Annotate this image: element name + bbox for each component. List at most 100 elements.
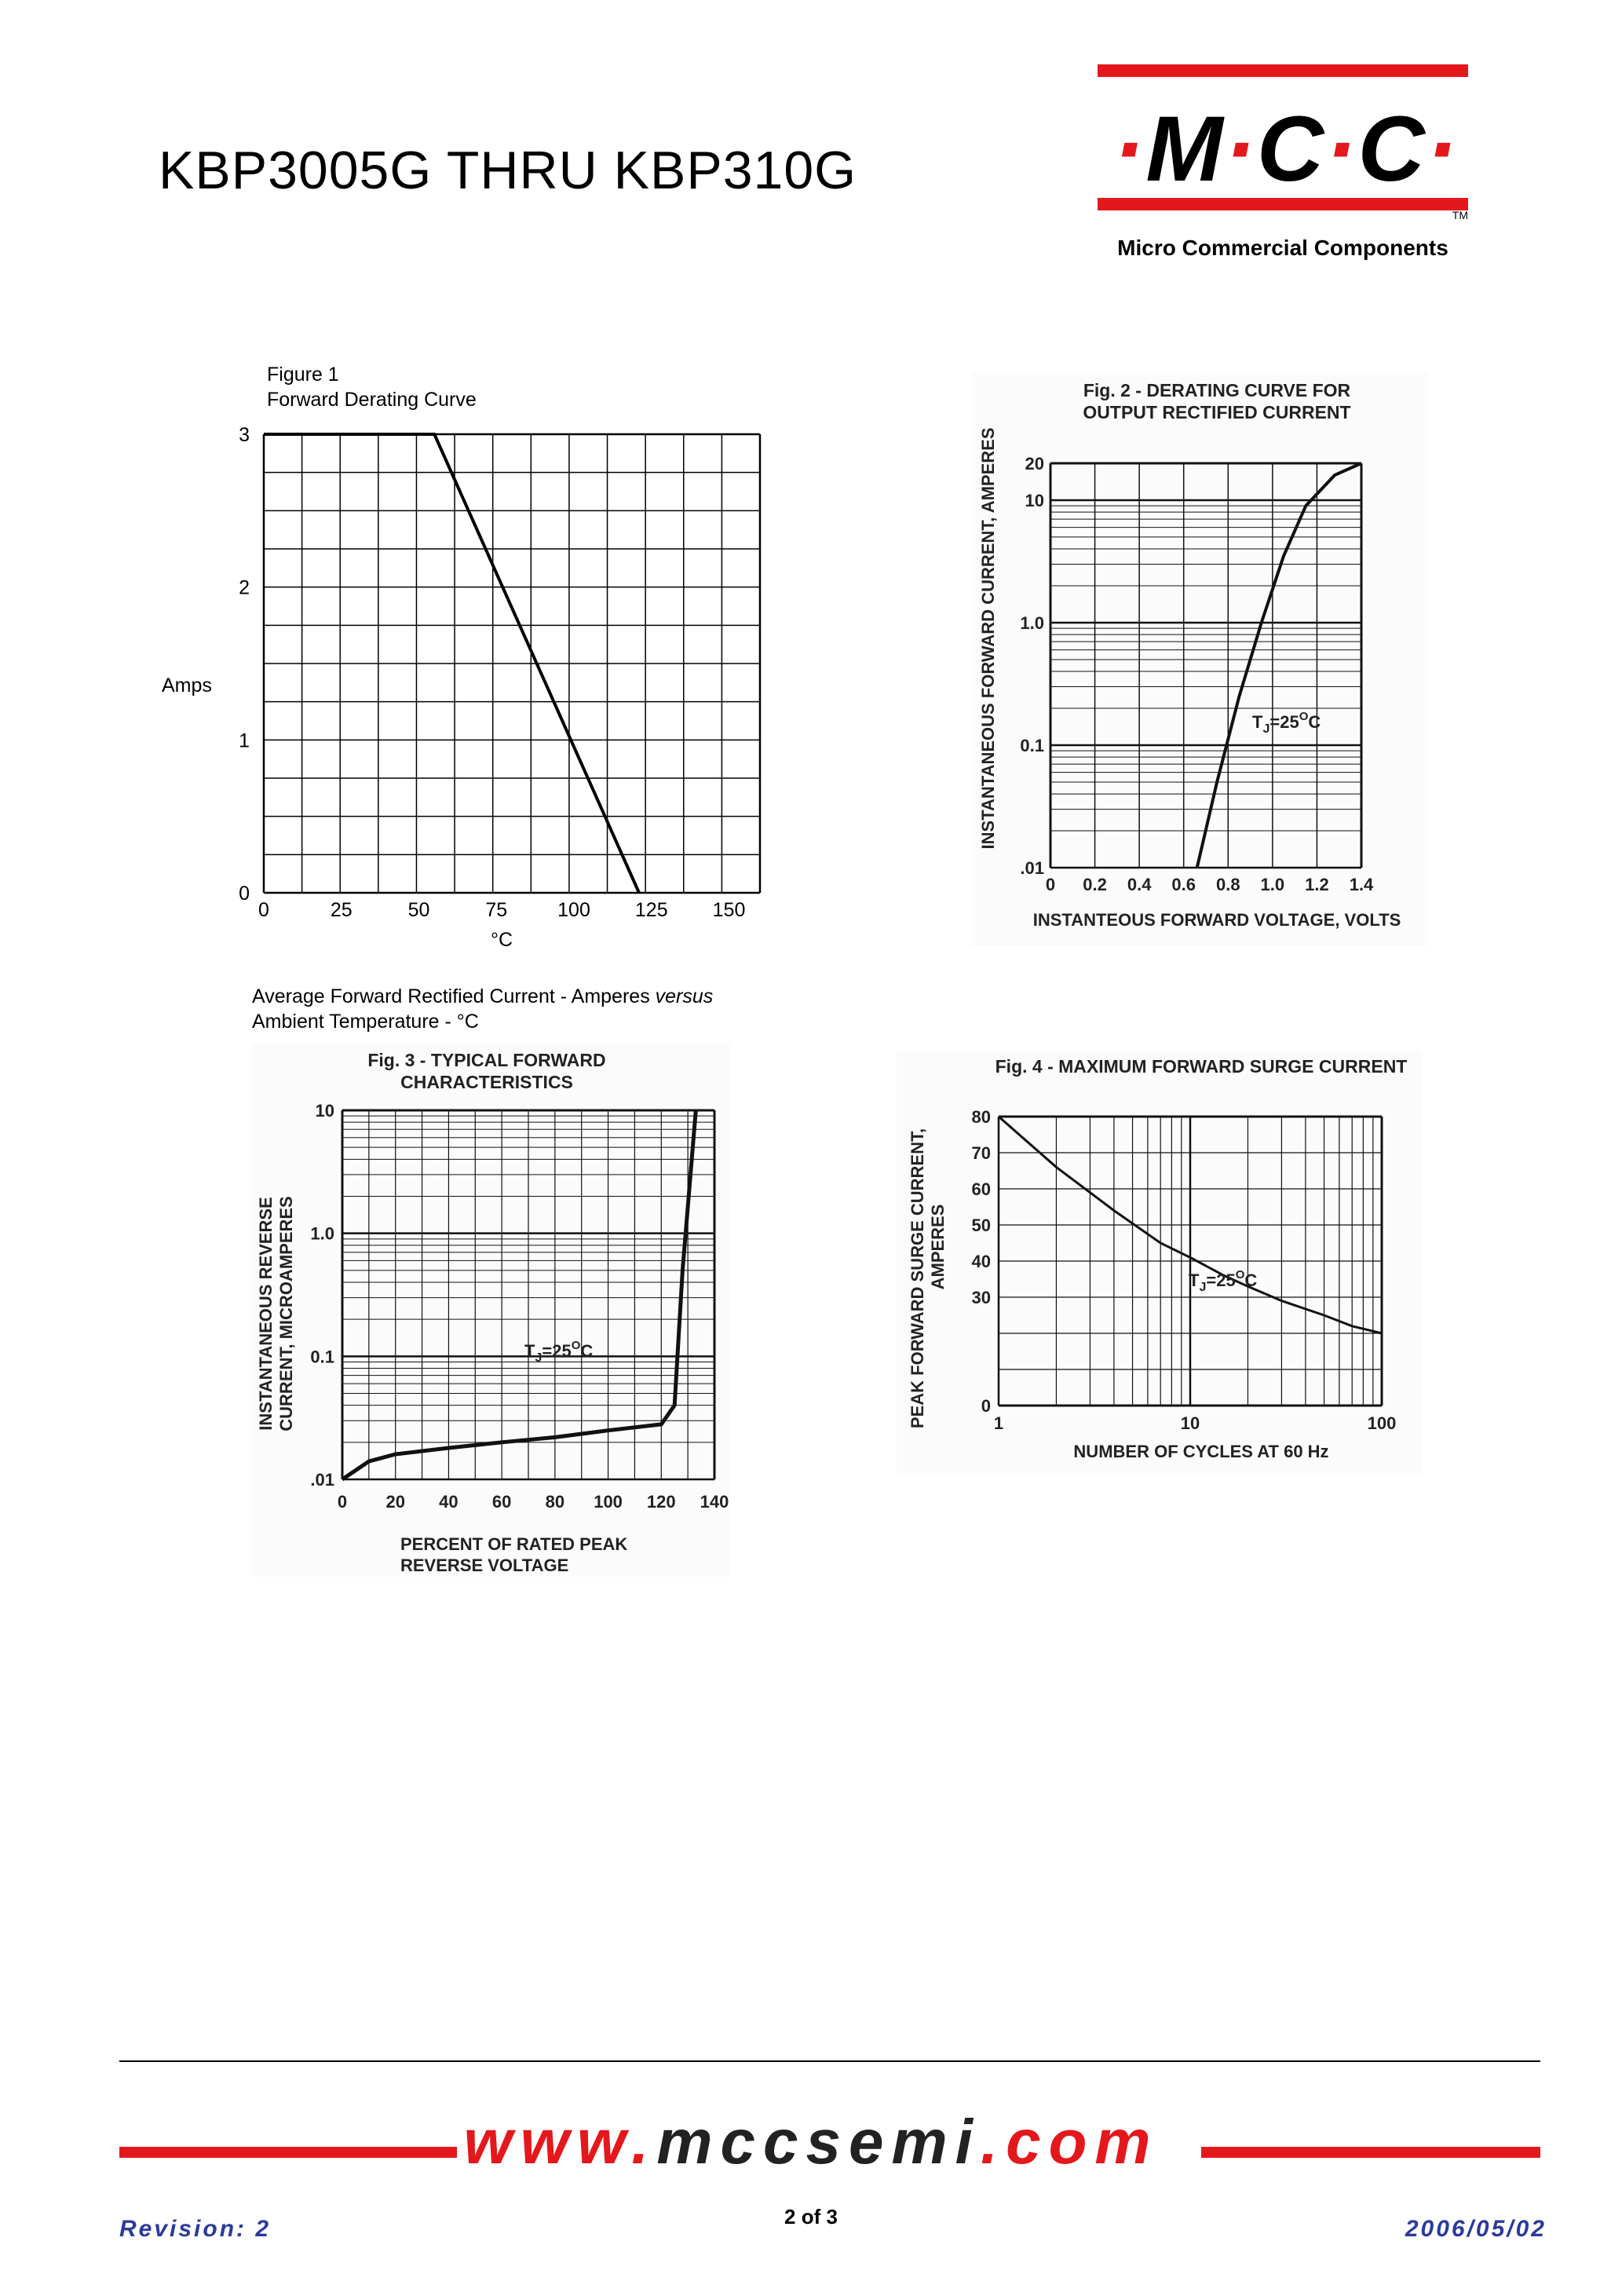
fig1-title: Figure 1 xyxy=(267,364,339,386)
logo-letter-c1: C xyxy=(1256,97,1326,201)
fig3-x-tick-label: 140 xyxy=(700,1492,729,1512)
company-name: Micro Commercial Components xyxy=(1117,236,1448,260)
fig1-x-ticks: 0 25 50 75 100 125 150 xyxy=(258,899,745,921)
fig4-y-tick-label: 40 xyxy=(972,1252,991,1271)
fig2-title-line1: Fig. 2 - DERATING CURVE FOR xyxy=(1083,380,1351,400)
fig2-x-tick-label: 0.6 xyxy=(1171,875,1196,894)
fig3-x-ticks: 0 20 40 60 80 100 120 140 xyxy=(338,1492,729,1512)
website-link[interactable]: www.mccsemi.com xyxy=(463,2107,1159,2177)
fig3-scan-background xyxy=(251,1043,730,1577)
fig2-x-tick-label: 1.2 xyxy=(1305,875,1329,894)
logo-letter-c2: C xyxy=(1357,97,1427,201)
logo-trademark: TM xyxy=(1452,209,1468,221)
fig2-annotation: TJ=25OC xyxy=(1252,710,1321,736)
fig3-x-tick-label: 80 xyxy=(546,1492,564,1512)
fig1-caption-line2: Ambient Temperature - °C xyxy=(252,1011,479,1033)
fig3-x-tick-label: 40 xyxy=(439,1492,458,1512)
fig4-grid xyxy=(997,1115,1383,1407)
mcc-logo: ·M·C·C· TM Micro Commercial Components xyxy=(1098,64,1479,260)
fig1-y-tick-label: 0 xyxy=(239,883,250,905)
fig3-title-line1: Fig. 3 - TYPICAL FORWARD xyxy=(367,1050,605,1070)
fig1-series-line xyxy=(264,433,641,894)
revision-date: 2006/05/02 xyxy=(1405,2216,1547,2242)
fig4-y-tick-label: 50 xyxy=(972,1216,991,1235)
fig4-scan-background xyxy=(897,1051,1423,1475)
fig3-x-tick-label: 100 xyxy=(594,1492,623,1512)
fig1-xlabel: °C xyxy=(491,929,513,951)
logo-letters: ·M·C·C· xyxy=(1113,97,1459,201)
fig3-ylabel-line1: INSTANTANEOUS REVERSE xyxy=(256,1197,276,1430)
fig3-x-tick-label: 0 xyxy=(338,1492,347,1512)
fig1-y-tick-label: 2 xyxy=(239,577,250,599)
fig4-xlabel: NUMBER OF CYCLES AT 60 Hz xyxy=(1073,1442,1328,1461)
fig3-ylabel-line2: CURRENT, MICROAMPERES xyxy=(276,1196,296,1431)
fig1-caption-line1: Average Forward Rectified Current - Ampe… xyxy=(252,985,713,1007)
fig4-x-tick-label: 100 xyxy=(1368,1413,1397,1433)
logo-bottom-bar xyxy=(1098,198,1468,210)
fig1-subtitle: Forward Derating Curve xyxy=(267,389,477,411)
fig1-x-tick-label: 25 xyxy=(331,899,353,921)
fig2-x-tick-label: 0.8 xyxy=(1216,875,1240,894)
fig1-x-tick-label: 125 xyxy=(635,899,668,921)
fig2-y-tick-label: 10 xyxy=(1025,491,1044,510)
figure4-chart: Fig. 4 - MAXIMUM FORWARD SURGE CURRENT 8… xyxy=(897,1051,1423,1475)
fig4-x-tick-label: 1 xyxy=(994,1413,1003,1433)
page-number: 2 of 3 xyxy=(784,2205,838,2228)
fig2-grid xyxy=(1049,462,1363,869)
fig2-x-tick-label: 0.4 xyxy=(1127,875,1152,894)
fig2-x-ticks: 0 0.2 0.4 0.6 0.8 1.0 1.2 1.4 xyxy=(1046,875,1374,894)
fig2-series-line xyxy=(1195,462,1362,868)
fig1-x-tick-label: 0 xyxy=(258,899,269,921)
fig2-xlabel: INSTANTEOUS FORWARD VOLTAGE, VOLTS xyxy=(1033,910,1401,930)
fig2-y-ticks: 20 10 1.0 0.1 .01 xyxy=(1020,454,1044,878)
footer-red-line-right xyxy=(1201,2147,1540,2158)
fig4-ylabel-line2: AMPERES xyxy=(928,1205,948,1290)
fig3-y-tick-label: 10 xyxy=(316,1101,334,1121)
fig4-y-ticks: 80 70 60 50 40 30 0 xyxy=(972,1107,991,1416)
figure3-chart: Fig. 3 - TYPICAL FORWARD CHARACTERISTICS… xyxy=(251,1043,730,1577)
logo-letter-m: M xyxy=(1145,97,1225,201)
fig2-y-tick-label: 0.1 xyxy=(1020,736,1044,755)
logo-top-bar xyxy=(1098,64,1468,77)
fig3-x-tick-label: 20 xyxy=(385,1492,404,1512)
fig3-y-ticks: 10 1.0 0.1 .01 xyxy=(310,1101,334,1490)
fig3-y-tick-label: .01 xyxy=(310,1470,334,1490)
fig1-grid xyxy=(262,433,762,894)
fig2-y-tick-label: 20 xyxy=(1025,454,1044,473)
fig3-x-tick-label: 60 xyxy=(492,1492,511,1512)
fig1-x-tick-label: 50 xyxy=(408,899,430,921)
figure1-chart: Figure 1 Forward Derating Curve 0 1 2 3 0 25… xyxy=(162,364,762,1033)
fig3-y-tick-label: 1.0 xyxy=(310,1224,334,1244)
fig2-ylabel: INSTANTANEOUS FORWARD CURRENT, AMPERES xyxy=(978,428,998,850)
fig3-annotation: TJ=25OC xyxy=(524,1339,593,1365)
fig3-series-line xyxy=(341,1110,698,1482)
fig2-x-tick-label: 0.2 xyxy=(1083,875,1107,894)
fig4-x-ticks: 1 10 100 xyxy=(994,1413,1396,1433)
fig4-ylabel-line1: PEAK FORWARD SURGE CURRENT, xyxy=(908,1128,927,1428)
fig1-y-tick-label: 3 xyxy=(239,424,250,446)
footer-red-line-left xyxy=(119,2147,457,2158)
figure2-chart: Fig. 2 - DERATING CURVE FOR OUTPUT RECTI… xyxy=(972,373,1427,946)
fig4-annotation: TJ=25OC xyxy=(1189,1268,1257,1294)
document-title: KBP3005G THRU KBP310G xyxy=(159,141,857,200)
fig4-y-tick-label: 70 xyxy=(972,1143,991,1163)
fig4-y-tick-label: 80 xyxy=(972,1107,991,1127)
fig3-xlabel-line1: PERCENT OF RATED PEAK xyxy=(400,1534,627,1554)
fig1-y-ticks: 0 1 2 3 xyxy=(239,424,250,905)
revision-label: Revision: 2 xyxy=(119,2216,272,2242)
fig4-x-tick-label: 10 xyxy=(1181,1413,1200,1433)
fig4-series-line xyxy=(998,1115,1383,1335)
fig2-x-tick-label: 1.4 xyxy=(1350,875,1374,894)
fig4-y-tick-label: 60 xyxy=(972,1179,991,1199)
fig2-y-tick-label: .01 xyxy=(1020,858,1044,878)
fig1-x-tick-label: 150 xyxy=(713,899,746,921)
fig4-y-tick-label: 30 xyxy=(972,1288,991,1307)
fig3-x-tick-label: 120 xyxy=(647,1492,676,1512)
fig1-x-tick-label: 75 xyxy=(485,899,507,921)
fig3-y-tick-label: 0.1 xyxy=(310,1347,334,1366)
fig1-y-tick-label: 1 xyxy=(239,729,250,751)
fig3-grid xyxy=(341,1109,716,1481)
fig1-ylabel: Amps xyxy=(162,675,212,696)
fig3-title-line2: CHARACTERISTICS xyxy=(400,1072,573,1092)
fig3-xlabel-line2: REVERSE VOLTAGE xyxy=(400,1556,568,1575)
